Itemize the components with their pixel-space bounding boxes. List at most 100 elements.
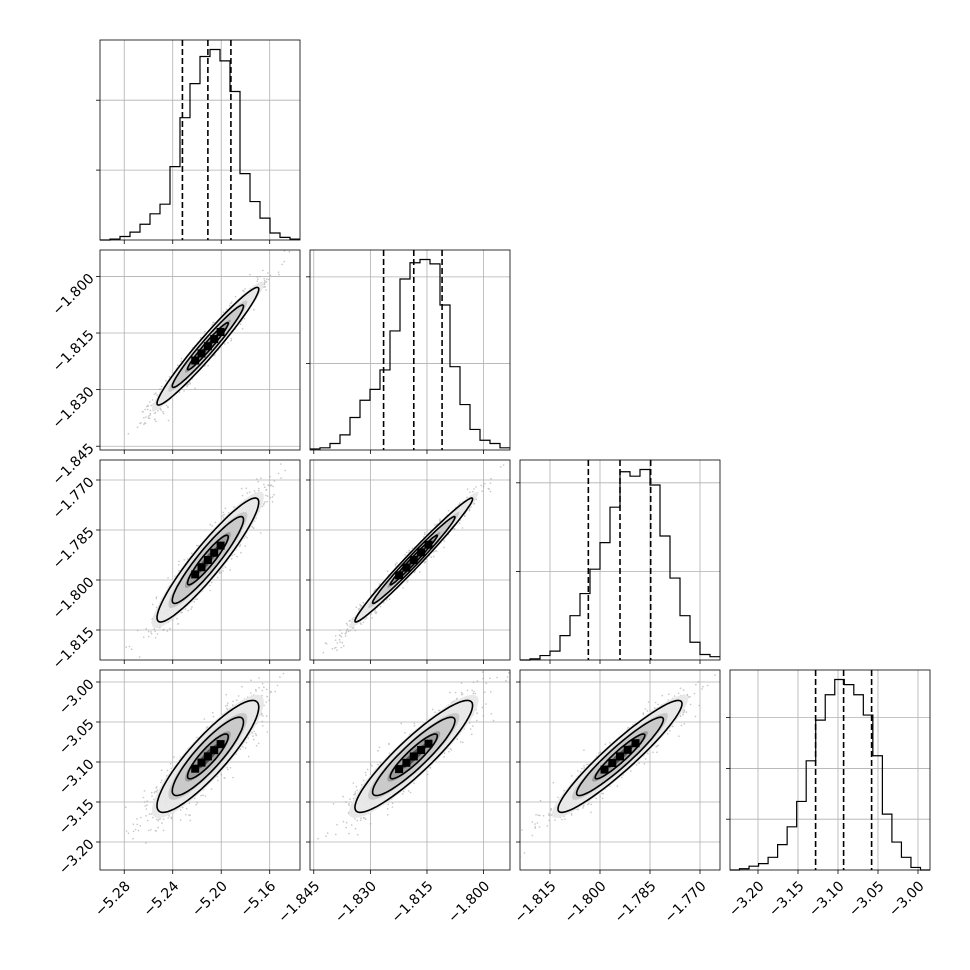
contour-line [371,716,456,797]
contour-line [186,733,229,780]
x-tick-label: −3.00 [886,878,928,920]
panel-frame [99,249,301,451]
density-cell [197,758,206,767]
x-tick-label: −1.845 [275,878,323,926]
density-cell [409,556,418,564]
contour-line [557,699,683,814]
density-cell [197,349,206,358]
y-tick-label: −1.800 [50,574,98,622]
y-tick-label: −3.00 [56,676,98,718]
density-cell [424,540,433,549]
y-tick-label: −1.800 [50,271,98,319]
hist-panel-1 [306,249,511,454]
density-cell [203,342,212,351]
x-tick-label: −5.24 [141,878,183,920]
contour-line [186,321,229,371]
contour-line [186,534,229,586]
panel-frame [519,459,721,661]
density-cell [402,563,411,572]
y-tick-label: −3.15 [56,796,98,838]
panel-frame [99,669,301,871]
density-cell [623,745,632,754]
density-cell [216,541,225,550]
x-tick-label: −3.10 [806,878,848,920]
density-cell [608,759,617,767]
density-cell [210,335,219,344]
x-tick-label: −1.830 [332,878,380,926]
density-cell [395,765,404,774]
panel-frame [519,669,721,871]
scatter-panel-3-2 [516,669,721,874]
x-tick-label: −1.815 [512,878,560,926]
contour-line [594,733,646,780]
x-tick-label: −1.800 [445,878,493,926]
density-cell [417,746,426,754]
contour-line [171,304,245,389]
histogram-step [730,678,930,871]
hist-panel-3 [726,669,931,874]
x-tick-label: −5.20 [189,878,231,920]
histogram-step [100,48,300,241]
y-tick-label: −3.05 [56,716,98,758]
density-cell [631,739,640,748]
panel-frame [99,39,301,241]
panel-frame [309,669,511,871]
scatter-panel-1-0 [96,249,301,454]
x-tick-label: −1.800 [562,878,610,926]
panel-frame [99,459,301,661]
scatter-panel-2-0 [96,459,301,664]
density-cell [203,556,212,564]
x-tick-label: −5.28 [92,878,134,920]
density-cell [191,764,200,773]
panel-frame [729,669,931,871]
density-cell [402,758,411,767]
contour-line [171,716,245,797]
y-tick-label: −3.20 [56,836,98,878]
density-cell [210,746,219,755]
x-tick-label: −1.815 [389,878,437,926]
y-tick-label: −1.815 [50,327,98,375]
x-tick-label: −1.770 [662,878,710,926]
x-tick-label: −3.15 [766,878,808,920]
x-tick-label: −5.16 [238,878,280,920]
hist-panel-0 [96,39,301,244]
density-cell [424,739,433,748]
density-cell [395,571,404,580]
contour-line [371,515,456,605]
density-cell [600,765,609,774]
density-cell [616,752,624,761]
histogram-step [310,258,510,450]
contour-line [354,497,474,623]
contour-line [575,716,665,797]
density-cell [191,356,200,365]
density-cell [197,563,206,572]
contour-line [156,497,260,623]
density-cell [203,752,212,761]
contour-line [156,286,260,406]
contour-line [354,699,474,814]
y-tick-label: −1.785 [50,524,98,572]
y-tick-label: −1.815 [50,624,98,672]
panel-frame [309,459,511,661]
density-cell [417,548,426,557]
density-cell [210,548,219,557]
scatter-panel-3-0 [96,669,301,874]
density-cell [216,740,225,749]
density-cell [191,570,200,579]
x-tick-label: −1.785 [612,878,660,926]
x-tick-label: −3.20 [726,878,768,920]
contour-line [389,534,439,586]
scatter-panel-3-1 [306,669,511,874]
hist-panel-2 [516,459,721,664]
density-cell [409,752,418,761]
panel-frame [309,249,511,451]
contour-line [171,515,245,605]
x-tick-label: −3.05 [846,878,888,920]
scatter-panel-2-1 [306,459,511,664]
contour-line [156,699,260,814]
contour-line [389,733,439,780]
density-cell [216,328,225,336]
y-tick-label: −1.830 [50,384,98,432]
y-tick-label: −3.10 [56,756,98,798]
